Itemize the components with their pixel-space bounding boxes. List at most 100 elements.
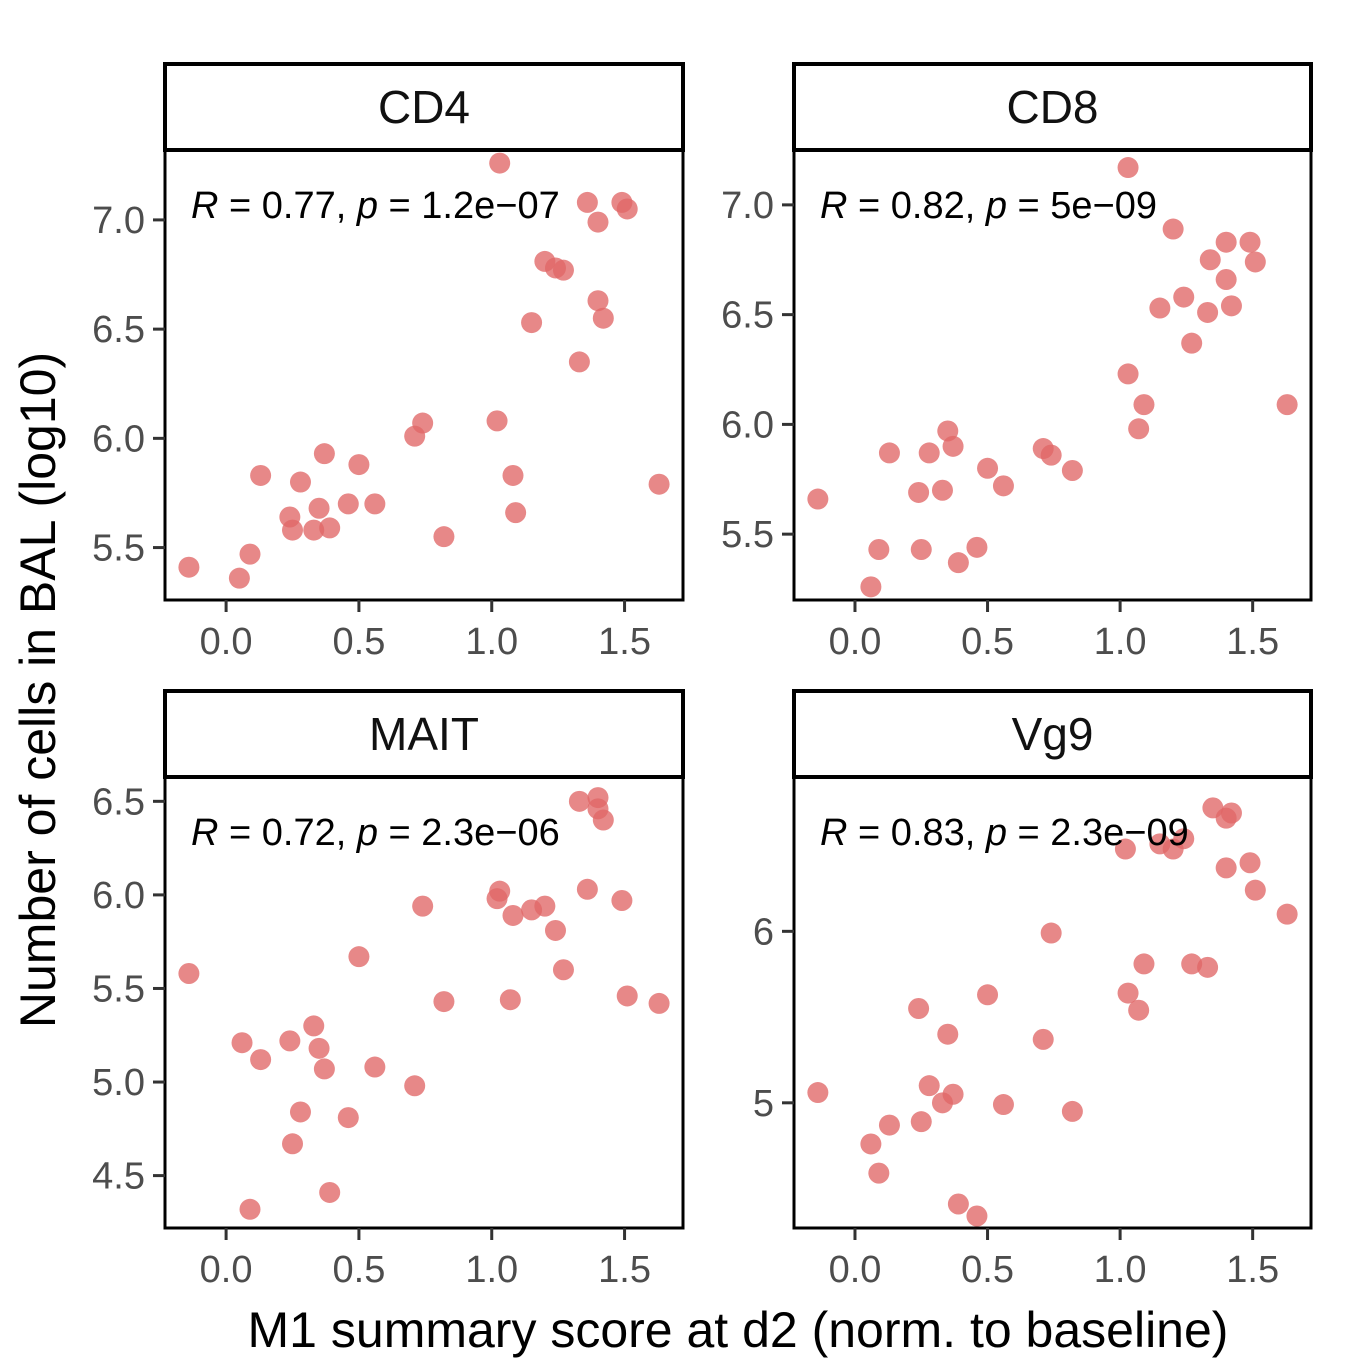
data-point bbox=[1181, 332, 1203, 354]
data-point bbox=[348, 454, 370, 476]
data-point bbox=[868, 1162, 890, 1184]
data-point bbox=[1173, 828, 1195, 850]
data-point bbox=[947, 1193, 969, 1215]
data-point bbox=[1215, 231, 1237, 253]
panel-strip bbox=[163, 689, 685, 779]
data-point bbox=[1197, 301, 1219, 323]
data-point bbox=[1040, 444, 1062, 466]
data-point bbox=[807, 1082, 829, 1104]
data-point bbox=[1220, 802, 1242, 824]
data-point bbox=[505, 502, 527, 524]
panel-cd8: CD8 0.0 0.5 1.0 1.5 5.5 6.0 6.5 7.0 R = 0.82, p =… bbox=[721, 62, 1313, 663]
y-tick-label: 5.5 bbox=[92, 968, 145, 1010]
y-tick-label: 5.5 bbox=[721, 514, 774, 556]
data-point bbox=[489, 880, 511, 902]
data-point bbox=[1215, 269, 1237, 291]
data-point bbox=[1215, 857, 1237, 879]
points-group bbox=[807, 797, 1298, 1227]
y-tick-label: 5.0 bbox=[92, 1062, 145, 1104]
data-point bbox=[250, 1049, 272, 1071]
data-point bbox=[289, 1101, 311, 1123]
data-point bbox=[178, 962, 200, 984]
data-point bbox=[404, 1075, 426, 1097]
data-point bbox=[568, 351, 590, 373]
y-tick-label: 6.0 bbox=[92, 875, 145, 917]
panel-mait: MAIT 0.0 0.5 1.0 1.5 4.5 5.0 5.5 6.0 6.5 R = 0.72,… bbox=[92, 689, 685, 1291]
data-point bbox=[1128, 999, 1150, 1021]
data-point bbox=[1117, 363, 1139, 385]
data-point bbox=[303, 1015, 325, 1037]
panel-strip bbox=[163, 62, 685, 152]
data-point bbox=[282, 1133, 304, 1155]
data-point bbox=[313, 443, 335, 465]
data-point bbox=[648, 992, 670, 1014]
points-group bbox=[178, 152, 670, 589]
y-tick-label: 4.5 bbox=[92, 1156, 145, 1198]
data-point bbox=[289, 471, 311, 493]
data-point bbox=[228, 567, 250, 589]
y-tick-label: 6.5 bbox=[92, 781, 145, 823]
data-point bbox=[611, 890, 633, 912]
data-point bbox=[502, 464, 524, 486]
data-point bbox=[319, 517, 341, 539]
data-point bbox=[1239, 231, 1261, 253]
correlation-annotation: R = 0.82, p = 5e−09 bbox=[820, 185, 1157, 227]
x-tick-label: 1.0 bbox=[465, 1249, 518, 1291]
data-point bbox=[1149, 297, 1171, 319]
data-point bbox=[977, 984, 999, 1006]
plot-area bbox=[792, 148, 1313, 602]
data-point bbox=[337, 493, 359, 515]
data-point bbox=[1133, 394, 1155, 416]
facet-panels: CD4 0.0 0.5 1.0 1.5 5.5 6.0 6.5 7.0 R = 0.77, p =… bbox=[92, 62, 1313, 1291]
data-point bbox=[337, 1107, 359, 1129]
data-point bbox=[239, 543, 261, 565]
data-point bbox=[1032, 1028, 1054, 1050]
data-point bbox=[1040, 922, 1062, 944]
data-point bbox=[910, 1111, 932, 1133]
data-point bbox=[489, 152, 511, 174]
data-point bbox=[1181, 953, 1203, 975]
data-point bbox=[1117, 982, 1139, 1004]
x-tick-label: 0.5 bbox=[333, 1249, 386, 1291]
panel-title: CD4 bbox=[378, 81, 470, 133]
x-tick-label: 0.0 bbox=[829, 621, 882, 663]
data-point bbox=[966, 536, 988, 558]
x-axis-title: M1 summary score at d2 (norm. to baselin… bbox=[248, 1302, 1229, 1358]
correlation-annotation: R = 0.72, p = 2.3e−06 bbox=[191, 812, 560, 854]
data-point bbox=[1244, 879, 1266, 901]
x-tick-label: 1.5 bbox=[1226, 1249, 1279, 1291]
data-point bbox=[433, 526, 455, 548]
x-tick-label: 0.0 bbox=[200, 1249, 253, 1291]
data-point bbox=[348, 946, 370, 968]
data-point bbox=[178, 556, 200, 578]
y-tick-label: 7.0 bbox=[721, 185, 774, 227]
data-point bbox=[807, 488, 829, 510]
data-point bbox=[977, 457, 999, 479]
data-point bbox=[947, 552, 969, 574]
x-tick-label: 0.5 bbox=[961, 621, 1014, 663]
data-point bbox=[942, 1083, 964, 1105]
data-point bbox=[587, 211, 609, 233]
y-axis-title: Number of cells in BAL (log10) bbox=[10, 352, 66, 1028]
y-tick-label: 6 bbox=[753, 911, 774, 953]
data-point bbox=[319, 1181, 341, 1203]
data-point bbox=[1276, 903, 1298, 925]
x-tick-label: 1.5 bbox=[598, 621, 651, 663]
data-point bbox=[552, 959, 574, 981]
data-point bbox=[1239, 852, 1261, 874]
data-point bbox=[908, 998, 930, 1020]
y-tick-label: 6.0 bbox=[721, 404, 774, 446]
data-point bbox=[313, 1058, 335, 1080]
data-point bbox=[992, 1094, 1014, 1116]
data-point bbox=[1061, 459, 1083, 481]
panel-cd4: CD4 0.0 0.5 1.0 1.5 5.5 6.0 6.5 7.0 R = 0.77, p =… bbox=[92, 62, 685, 663]
data-point bbox=[412, 412, 434, 434]
data-point bbox=[282, 519, 304, 541]
data-point bbox=[239, 1198, 261, 1220]
data-point bbox=[544, 919, 566, 941]
y-tick-label: 5.5 bbox=[92, 528, 145, 570]
data-point bbox=[1114, 838, 1136, 860]
data-point bbox=[878, 1114, 900, 1136]
data-point bbox=[502, 904, 524, 926]
data-point bbox=[364, 493, 386, 515]
